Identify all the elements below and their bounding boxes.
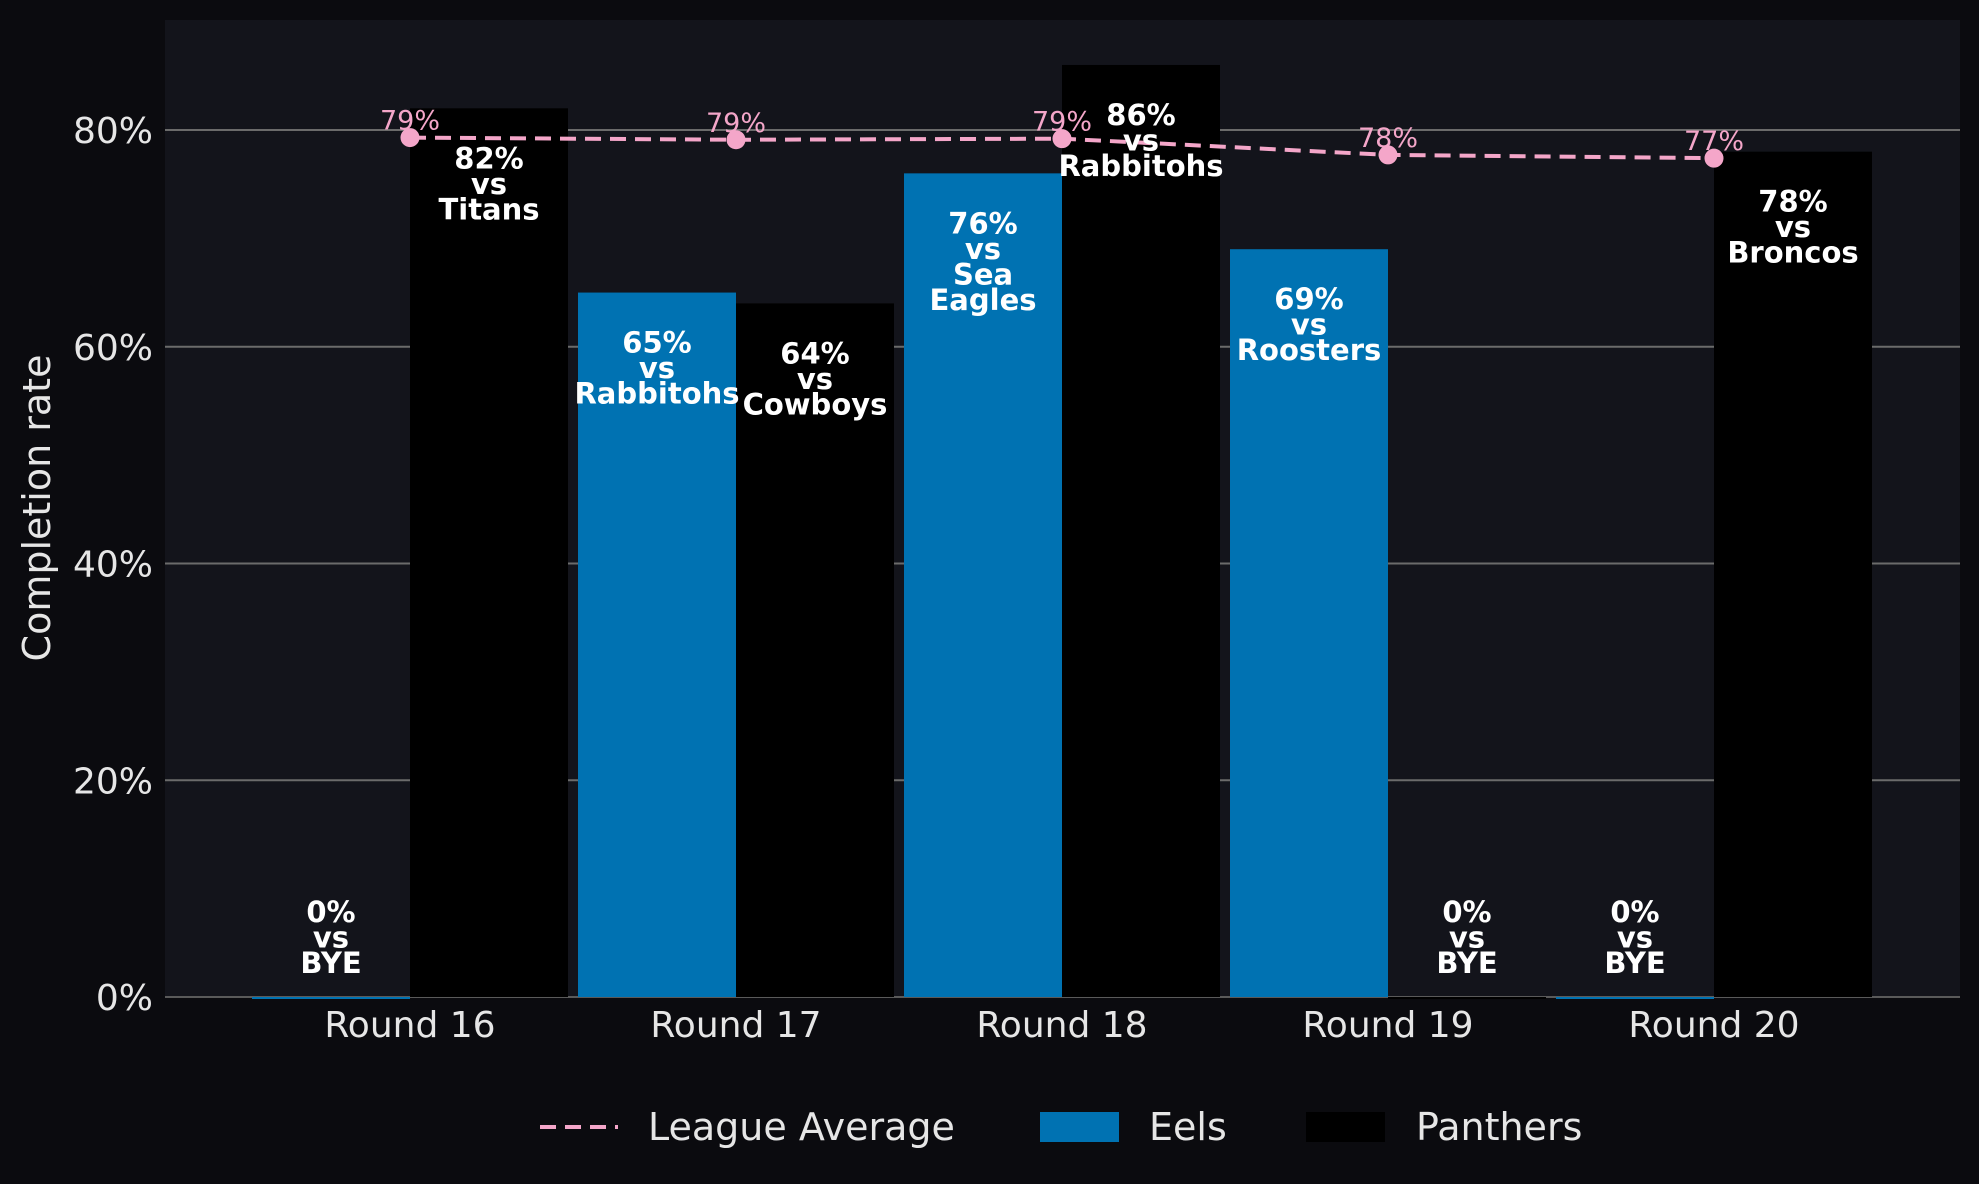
bars: [252, 64, 1872, 999]
league-average-point: [1378, 145, 1398, 165]
y-axis-title: Completion rate: [15, 355, 59, 662]
bar-label: 0% vs BYE: [1604, 895, 1665, 980]
league-average-label: 77%: [1684, 126, 1744, 157]
league-average-point: [726, 130, 746, 150]
x-tick-label: Round 19: [1302, 1005, 1473, 1046]
league-average-label: 79%: [706, 108, 766, 139]
bar-panthers-2: [1062, 64, 1220, 998]
bar-panthers-1: [736, 303, 894, 997]
legend-swatch-eels: [1040, 1112, 1119, 1142]
y-tick-label: 60%: [73, 328, 153, 369]
league-average-point: [400, 128, 420, 148]
legend-swatch-panthers: [1306, 1112, 1385, 1142]
bar-label: 0% vs BYE: [1436, 895, 1497, 980]
legend: League Average Eels Panthers: [540, 1105, 1582, 1149]
bar-label: 69% vs Roosters: [1237, 282, 1382, 367]
bar-panthers-4: [1714, 151, 1872, 998]
bar-label: 86% vs Rabbitohs: [1058, 98, 1223, 183]
x-tick-label: Round 16: [324, 1005, 495, 1046]
league-average-label: 79%: [1032, 107, 1092, 138]
y-tick-label: 0%: [96, 978, 153, 1019]
y-axis: 0% 20% 40% 60% 80%: [73, 111, 153, 1019]
bar-panthers-3: [1388, 997, 1546, 999]
y-tick-label: 40%: [73, 545, 153, 586]
league-average-point: [1052, 129, 1072, 149]
bar-eels-0: [252, 997, 410, 999]
bar-label: 64% vs Cowboys: [743, 336, 888, 421]
bar-label: 65% vs Rabbitohs: [574, 326, 739, 411]
league-average-point: [1704, 148, 1724, 168]
league-average-label: 79%: [380, 106, 440, 137]
bar-label: 76% vs Sea Eagles: [929, 206, 1036, 317]
bar-label: 78% vs Broncos: [1727, 185, 1858, 270]
bar-labels: 0% vs BYE 65% vs Rabbitohs 76% vs Sea Eagles 69% vs…: [300, 98, 1858, 980]
bar-panthers-0: [410, 108, 568, 997]
x-axis: Round 16 Round 17 Round 18 Round 19 Round 20: [324, 1005, 1799, 1046]
bar-eels-4: [1556, 997, 1714, 999]
legend-label: Panthers: [1416, 1105, 1582, 1149]
league-average-line: 79% 79% 79% 78% 77%: [380, 106, 1744, 168]
legend-label: Eels: [1149, 1105, 1227, 1149]
bar-eels-1: [578, 292, 736, 997]
y-tick-label: 80%: [73, 111, 153, 152]
y-tick-label: 20%: [73, 761, 153, 802]
bar-label: 82% vs Titans: [438, 141, 539, 226]
bar-label: 0% vs BYE: [300, 895, 361, 980]
league-average-label: 78%: [1358, 123, 1418, 154]
x-tick-label: Round 18: [976, 1005, 1147, 1046]
x-tick-label: Round 17: [650, 1005, 821, 1046]
bar-eels-3: [1230, 249, 1388, 997]
x-tick-label: Round 20: [1628, 1005, 1799, 1046]
bar-eels-2: [904, 173, 1062, 998]
legend-label: League Average: [648, 1105, 955, 1149]
